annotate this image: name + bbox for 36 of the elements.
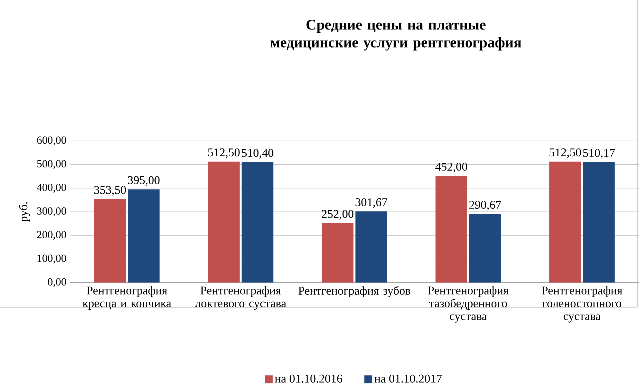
data-label: 512,50 — [208, 148, 240, 158]
bar — [128, 189, 160, 283]
bar — [436, 176, 468, 283]
data-label: 290,67 — [470, 200, 502, 211]
x-tick-label: Рентгенография локтевого сустава — [195, 286, 286, 310]
bar — [242, 162, 274, 283]
bar — [469, 214, 502, 283]
y-tick-label: 400,00 — [37, 184, 66, 193]
bar — [356, 212, 388, 283]
y-tick-label: 500,00 — [38, 160, 66, 170]
data-label: 510,40 — [242, 149, 274, 159]
x-tick-label: Рентгенография зубов — [298, 286, 411, 298]
bar — [583, 162, 615, 283]
legend-label: на 01.10.2016 — [275, 374, 342, 383]
y-tick-label: 100,00 — [38, 254, 66, 264]
y-tick-label: 300,00 — [37, 207, 66, 216]
x-tick-label: Рентгенография голеностопного сустава — [542, 286, 622, 323]
data-label: 395,00 — [128, 176, 160, 186]
data-label: 252,00 — [322, 210, 354, 220]
data-label: 510,17 — [583, 149, 616, 159]
y-axis-title: руб. — [19, 202, 30, 222]
data-label: 301,67 — [356, 198, 388, 208]
y-tick-label: 0,00 — [48, 278, 66, 288]
bar — [208, 162, 240, 283]
data-label: 452,00 — [436, 162, 468, 173]
x-tick-label: Рентгенография тазобедренного сустава — [428, 286, 509, 323]
data-label: 512,50 — [550, 148, 582, 158]
data-label: 353,50 — [94, 186, 126, 196]
chart-title: Средние цены на платные медицинские услуги рентгенография — [270, 20, 522, 51]
x-tick-label: Рентгенография кресца и копчика — [82, 286, 172, 310]
y-tick-label: 200,00 — [37, 231, 66, 240]
y-tick-label: 600,00 — [37, 136, 66, 146]
bar — [322, 223, 354, 283]
bar — [94, 199, 126, 283]
bar — [550, 162, 582, 283]
legend-label: на 01.10.2017 — [374, 374, 442, 383]
